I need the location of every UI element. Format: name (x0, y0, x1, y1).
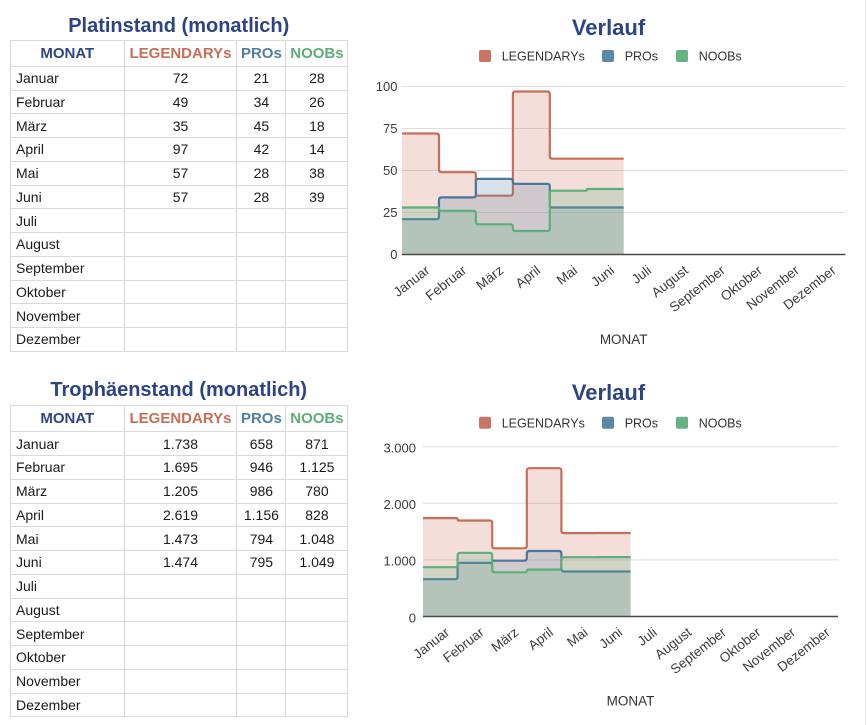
svg-text:März: März (473, 262, 506, 292)
svg-text:3.000: 3.000 (383, 441, 416, 456)
svg-text:MONAT: MONAT (600, 332, 648, 347)
svg-text:Juni: Juni (596, 625, 625, 652)
svg-text:LEGENDARYs: LEGENDARYs (502, 416, 585, 430)
svg-text:PROs: PROs (625, 50, 658, 64)
svg-text:MONAT: MONAT (607, 694, 655, 709)
svg-text:1.000: 1.000 (383, 554, 416, 569)
svg-text:April: April (525, 625, 556, 653)
svg-text:Verlauf: Verlauf (572, 380, 646, 405)
svg-text:0: 0 (409, 610, 416, 625)
svg-text:50: 50 (383, 163, 397, 178)
svg-text:25: 25 (383, 205, 397, 220)
svg-text:NOOBs: NOOBs (699, 416, 742, 430)
svg-text:April: April (513, 263, 544, 291)
svg-text:0: 0 (390, 247, 397, 262)
svg-text:75: 75 (383, 121, 397, 136)
svg-text:Februar: Februar (423, 262, 470, 303)
svg-text:Mai: Mai (564, 625, 590, 650)
svg-text:März: März (488, 624, 521, 654)
svg-text:Verlauf: Verlauf (572, 15, 646, 40)
svg-text:Juli: Juli (635, 625, 660, 649)
svg-text:Juni: Juni (588, 263, 617, 290)
svg-text:100: 100 (376, 79, 398, 94)
svg-text:Juli: Juli (629, 263, 654, 287)
svg-text:PROs: PROs (625, 416, 658, 430)
svg-text:LEGENDARYs: LEGENDARYs (502, 50, 585, 64)
svg-text:Mai: Mai (554, 263, 580, 288)
svg-text:2.000: 2.000 (383, 497, 416, 512)
svg-text:NOOBs: NOOBs (699, 50, 742, 64)
